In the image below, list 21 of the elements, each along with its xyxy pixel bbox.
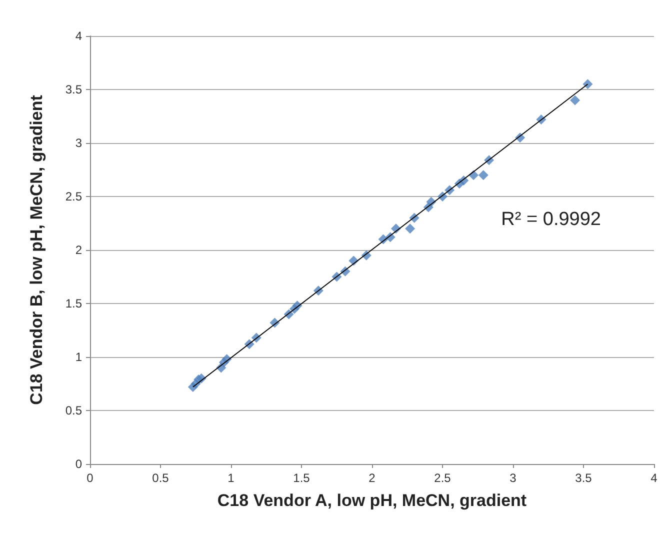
annotation: R² = 0.9992	[501, 209, 602, 230]
y-tick-label: 3	[75, 136, 82, 150]
x-tick-label: 0	[86, 471, 94, 485]
x-tick-label: 3	[510, 471, 517, 485]
y-tick-label: 0	[75, 457, 82, 471]
y-tick-label: 1	[75, 350, 82, 364]
y-tick-label: 1.5	[65, 296, 82, 310]
y-tick-label: 0.5	[65, 404, 82, 418]
y-tick-label: 3.5	[65, 82, 82, 96]
x-tick-label: 2.5	[434, 471, 452, 485]
x-axis-title: C18 Vendor A, low pH, MeCN, gradient	[217, 491, 527, 510]
y-tick-label: 2.5	[65, 190, 82, 204]
x-tick-label: 1.5	[293, 471, 310, 485]
y-tick-label: 4	[75, 29, 82, 43]
y-tick-label: 2	[75, 243, 82, 257]
y-axis-title: C18 Vendor B, low pH, MeCN, gradient	[27, 94, 46, 405]
x-tick-label: 4	[650, 471, 658, 485]
x-tick-label: 2	[368, 471, 376, 485]
x-tick-label: 3.5	[575, 471, 592, 485]
x-tick-label: 0.5	[152, 471, 170, 485]
x-tick-label: 1	[228, 471, 235, 485]
